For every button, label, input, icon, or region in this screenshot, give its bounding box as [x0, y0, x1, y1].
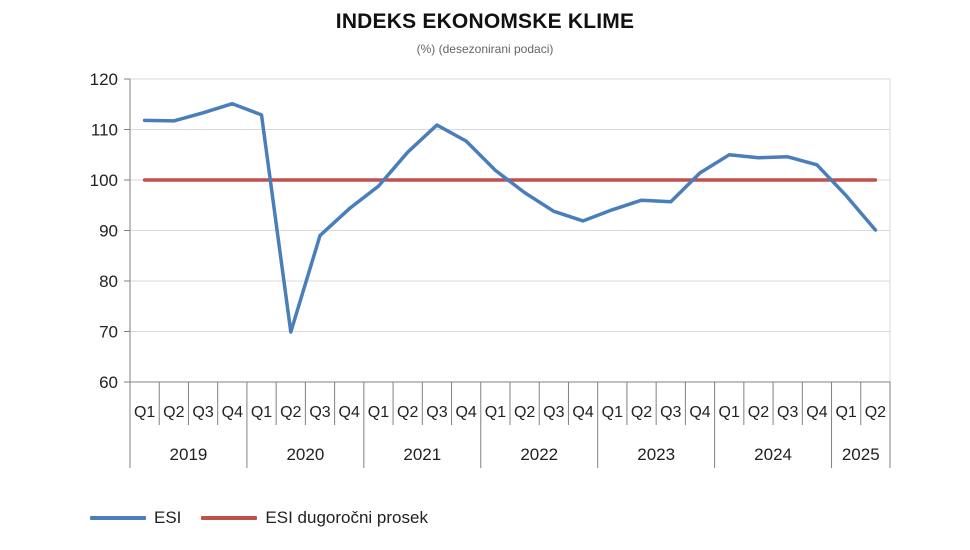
y-tick-label-90: 90 — [99, 222, 118, 241]
chart-title: INDEKS EKONOMSKE KLIME — [335, 10, 635, 33]
legend-swatch-prosek — [201, 516, 258, 520]
x-tick-label-q2: Q2 — [397, 404, 418, 421]
x-year-label-2022: 2022 — [520, 445, 558, 464]
legend-item-esi: ESI — [90, 508, 181, 528]
x-tick-label-q1: Q1 — [485, 404, 506, 421]
x-tick-label-q1: Q1 — [251, 404, 272, 421]
x-tick-label-q4: Q4 — [339, 404, 360, 421]
y-tick-label-110: 110 — [91, 121, 118, 140]
series-line-esi — [142, 101, 878, 334]
x-tick-label-q2: Q2 — [631, 404, 652, 421]
x-tick-label-q2: Q2 — [163, 404, 184, 421]
legend-label-prosek: ESI dugoročni prosek — [265, 508, 428, 527]
x-tick-label-q3: Q3 — [426, 404, 447, 421]
y-tick-label-120: 120 — [90, 70, 118, 89]
y-tick-label-100: 100 — [90, 171, 118, 190]
x-tick-label-q1: Q1 — [368, 404, 389, 421]
legend-swatch-esi — [90, 516, 146, 520]
x-tick-label-q4: Q4 — [572, 404, 593, 421]
y-tick-label-60: 60 — [99, 373, 118, 392]
x-tick-label-q4: Q4 — [455, 404, 476, 421]
x-year-label-2020: 2020 — [286, 445, 324, 464]
x-tick-label-q1: Q1 — [835, 404, 856, 421]
x-year-label-2025: 2025 — [842, 445, 880, 464]
x-tick-label-q2: Q2 — [280, 404, 301, 421]
x-tick-label-q2: Q2 — [865, 404, 886, 421]
x-tick-label-q4: Q4 — [806, 404, 827, 421]
chart-subtitle: (%) (desezonirani podaci) — [416, 42, 554, 56]
x-tick-label-q4: Q4 — [689, 404, 710, 421]
legend-item-prosek: ESI dugoročni prosek — [201, 508, 428, 528]
x-tick-label-q4: Q4 — [222, 404, 243, 421]
legend-label-esi: ESI — [154, 508, 182, 527]
x-tick-label-q3: Q3 — [309, 404, 330, 421]
x-tick-label-q3: Q3 — [777, 404, 798, 421]
x-year-label-2024: 2024 — [754, 445, 792, 464]
x-tick-label-q1: Q1 — [134, 404, 155, 421]
x-year-label-2023: 2023 — [637, 445, 675, 464]
x-tick-label-q3: Q3 — [192, 404, 213, 421]
x-tick-label-q3: Q3 — [660, 404, 681, 421]
x-tick-label-q1: Q1 — [602, 404, 623, 421]
x-tick-label-q2: Q2 — [514, 404, 535, 421]
y-tick-label-80: 80 — [99, 272, 118, 291]
chart-legend: ESI ESI dugoročni prosek — [90, 508, 448, 528]
x-tick-label-q1: Q1 — [719, 404, 740, 421]
x-year-label-2019: 2019 — [170, 445, 208, 464]
x-tick-label-q3: Q3 — [543, 404, 564, 421]
y-tick-label-70: 70 — [99, 323, 118, 342]
x-tick-label-q2: Q2 — [748, 404, 769, 421]
x-year-label-2021: 2021 — [403, 445, 441, 464]
